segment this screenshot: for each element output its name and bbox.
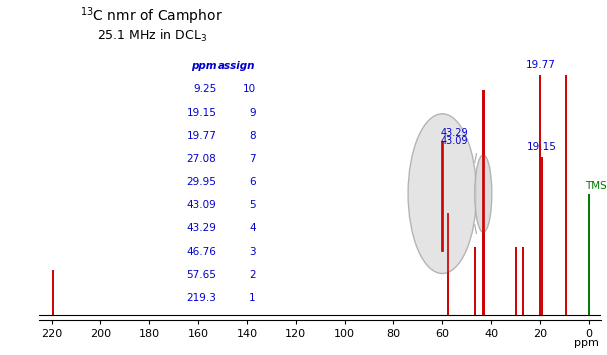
Ellipse shape (475, 155, 492, 233)
Text: 57.65: 57.65 (186, 270, 216, 280)
Text: assign: assign (218, 61, 256, 71)
Text: 27.08: 27.08 (186, 154, 216, 164)
Text: 43.09: 43.09 (186, 200, 216, 210)
Text: 10: 10 (243, 84, 256, 94)
Text: 29.95: 29.95 (186, 177, 216, 187)
Text: 19.77: 19.77 (186, 131, 216, 141)
Text: TMS: TMS (585, 181, 607, 191)
Text: 43.29: 43.29 (441, 128, 468, 138)
Text: 6: 6 (249, 177, 256, 187)
Text: 219.3: 219.3 (186, 293, 216, 303)
Text: 7: 7 (249, 154, 256, 164)
Text: 9.25: 9.25 (193, 84, 216, 94)
Text: 2: 2 (249, 270, 256, 280)
Text: 19.77: 19.77 (526, 60, 555, 70)
Text: 19.15: 19.15 (527, 142, 557, 153)
Text: 43.29: 43.29 (186, 223, 216, 233)
Text: 43.09: 43.09 (441, 136, 469, 146)
Text: 3: 3 (249, 246, 256, 257)
Text: ppm: ppm (574, 338, 599, 348)
Text: 5: 5 (249, 200, 256, 210)
Text: 25.1 MHz in DCL$_3$: 25.1 MHz in DCL$_3$ (97, 28, 207, 44)
Text: 19.15: 19.15 (186, 108, 216, 118)
Text: ppm: ppm (191, 61, 216, 71)
Text: 8: 8 (249, 131, 256, 141)
Text: 9: 9 (249, 108, 256, 118)
Text: 1: 1 (249, 293, 256, 303)
Text: 4: 4 (249, 223, 256, 233)
Text: 46.76: 46.76 (186, 246, 216, 257)
Text: $^{13}$C nmr of Camphor: $^{13}$C nmr of Camphor (80, 5, 223, 27)
Ellipse shape (408, 114, 476, 273)
